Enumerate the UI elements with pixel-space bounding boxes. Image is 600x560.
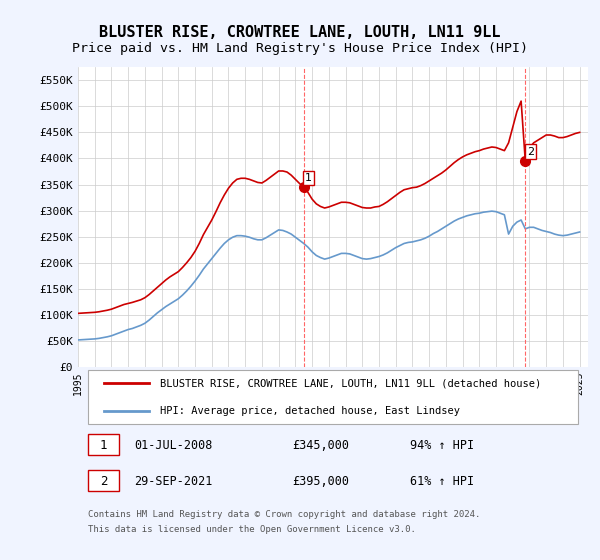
Text: Contains HM Land Registry data © Crown copyright and database right 2024.: Contains HM Land Registry data © Crown c… bbox=[88, 510, 481, 519]
Text: This data is licensed under the Open Government Licence v3.0.: This data is licensed under the Open Gov… bbox=[88, 525, 416, 534]
Text: 94% ↑ HPI: 94% ↑ HPI bbox=[409, 438, 473, 451]
Text: BLUSTER RISE, CROWTREE LANE, LOUTH, LN11 9LL (detached house): BLUSTER RISE, CROWTREE LANE, LOUTH, LN11… bbox=[160, 378, 541, 388]
Text: 2: 2 bbox=[527, 147, 534, 157]
Text: 1: 1 bbox=[100, 438, 107, 451]
FancyBboxPatch shape bbox=[88, 470, 119, 491]
Text: 2: 2 bbox=[100, 474, 107, 488]
Text: BLUSTER RISE, CROWTREE LANE, LOUTH, LN11 9LL: BLUSTER RISE, CROWTREE LANE, LOUTH, LN11… bbox=[99, 25, 501, 40]
Text: 29-SEP-2021: 29-SEP-2021 bbox=[134, 474, 212, 488]
FancyBboxPatch shape bbox=[88, 370, 578, 424]
Text: Price paid vs. HM Land Registry's House Price Index (HPI): Price paid vs. HM Land Registry's House … bbox=[72, 42, 528, 55]
Text: £345,000: £345,000 bbox=[292, 438, 349, 451]
Text: HPI: Average price, detached house, East Lindsey: HPI: Average price, detached house, East… bbox=[160, 406, 460, 416]
Text: 61% ↑ HPI: 61% ↑ HPI bbox=[409, 474, 473, 488]
FancyBboxPatch shape bbox=[88, 434, 119, 455]
Text: £395,000: £395,000 bbox=[292, 474, 349, 488]
Text: 1: 1 bbox=[305, 173, 312, 183]
Text: 01-JUL-2008: 01-JUL-2008 bbox=[134, 438, 212, 451]
